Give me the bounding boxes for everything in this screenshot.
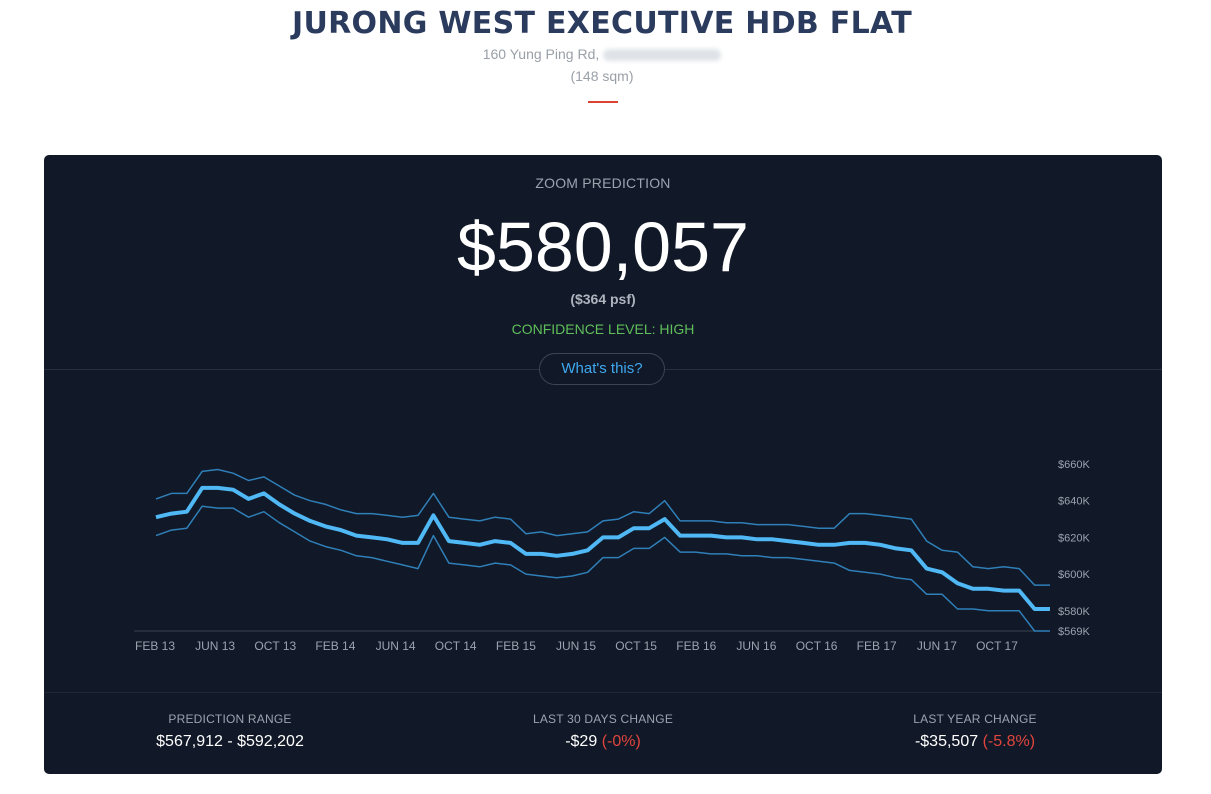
- x-tick-label: OCT 15: [615, 639, 657, 653]
- x-tick-label: OCT 17: [976, 639, 1018, 653]
- last-year-percent: (-5.8%): [982, 733, 1036, 750]
- property-address: 160 Yung Ping Rd,: [0, 46, 1204, 62]
- y-tick-label: $569K: [1058, 626, 1090, 638]
- x-tick-label: JUN 15: [556, 639, 596, 653]
- price-history-chart: $660K $640K $620K $600K $580K $569K FEB 13 JUN …: [134, 459, 1090, 653]
- series-line-lower: [155, 505, 1050, 632]
- confidence-level: CONFIDENCE LEVEL: HIGH: [511, 321, 695, 337]
- last-30-days-value: -$29 (-0%): [453, 733, 753, 751]
- x-tick-label: JUN 16: [736, 639, 776, 653]
- whats-this-button[interactable]: What's this?: [539, 353, 665, 385]
- prediction-range-label: PREDICTION RANGE: [168, 712, 292, 726]
- page-title: JURONG WEST EXECUTIVE HDB FLAT: [292, 6, 912, 41]
- last-30-days-label: LAST 30 DAYS CHANGE: [532, 712, 674, 726]
- price-per-sqft: ($364 psf): [570, 291, 636, 307]
- series-line-prediction: [155, 485, 1050, 611]
- x-tick-label: JUN 17: [917, 639, 957, 653]
- prediction-range-value: $567,912 - $592,202: [156, 733, 304, 750]
- y-tick-label: $660K: [1058, 459, 1090, 471]
- last-year-amount: -$35,507: [914, 733, 979, 750]
- x-tick-label: OCT 14: [435, 639, 477, 653]
- y-tick-label: $580K: [1058, 606, 1090, 618]
- property-size: (148 sqm): [570, 68, 634, 84]
- address-text: 160 Yung Ping Rd,: [482, 46, 600, 62]
- prediction-label: ZOOM PREDICTION: [535, 175, 671, 191]
- series-line-upper: [155, 468, 1050, 586]
- x-tick-label: FEB 17: [857, 639, 897, 653]
- last-year-label: LAST YEAR CHANGE: [913, 712, 1037, 726]
- x-tick-label: OCT 13: [254, 639, 296, 653]
- last-30-days-amount: -$29: [565, 733, 598, 750]
- last-30-days-percent: (-0%): [601, 733, 641, 750]
- x-tick-label: FEB 16: [676, 639, 716, 653]
- redacted-address: [603, 49, 722, 62]
- predicted-price: $580,057: [457, 208, 749, 286]
- x-tick-label: FEB 15: [496, 639, 536, 653]
- last-year-value: -$35,507 (-5.8%): [825, 733, 1125, 751]
- prediction-card: ZOOM PREDICTION $580,057 ($364 psf) CONF…: [44, 155, 1162, 774]
- title-accent-divider: [588, 101, 618, 103]
- footer-divider: [44, 692, 1162, 693]
- x-tick-label: FEB 13: [135, 639, 175, 653]
- x-tick-label: OCT 16: [796, 639, 838, 653]
- x-tick-label: JUN 14: [376, 639, 416, 653]
- y-tick-label: $620K: [1058, 532, 1090, 544]
- y-tick-label: $640K: [1058, 496, 1090, 508]
- y-tick-label: $600K: [1058, 569, 1090, 581]
- x-tick-label: FEB 14: [315, 639, 355, 653]
- x-tick-label: JUN 13: [195, 639, 235, 653]
